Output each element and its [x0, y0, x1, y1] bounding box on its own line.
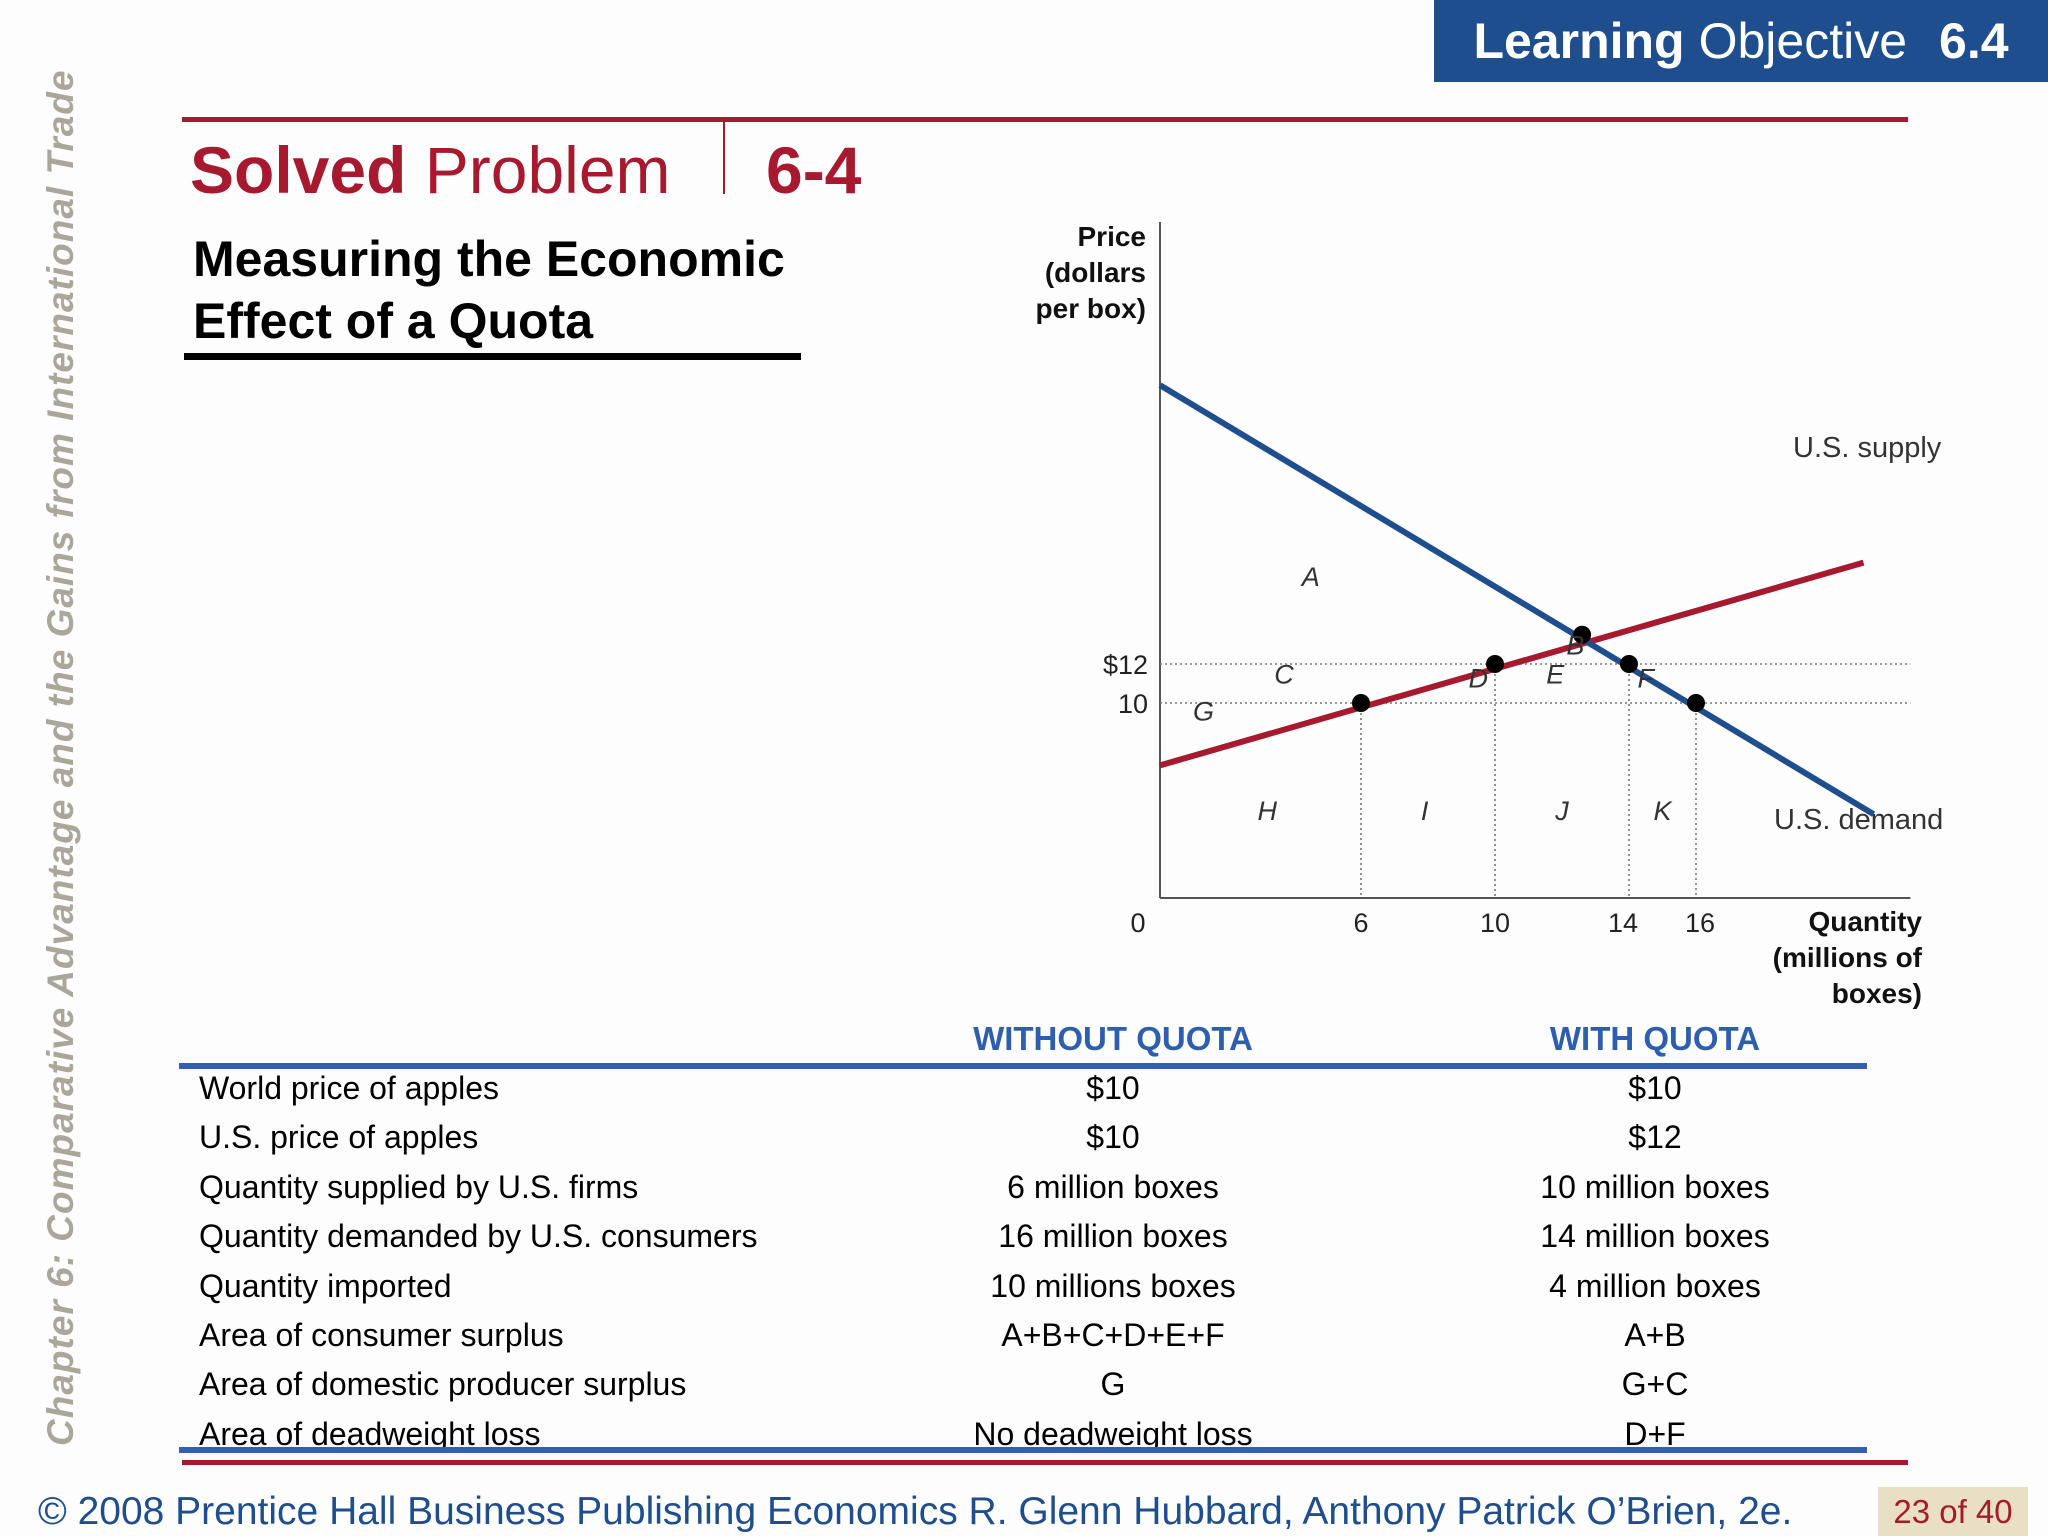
table-top-rule — [179, 1063, 1867, 1069]
table-row: World price of apples $10 $10 — [179, 1070, 1867, 1119]
y-tick-label: $12 — [1103, 650, 1148, 680]
y-axis-label: Price — [1078, 221, 1147, 252]
table-row: Quantity imported 10 millions boxes 4 mill… — [179, 1268, 1867, 1317]
table-row: Quantity demanded by U.S. consumers 16 mi… — [179, 1218, 1867, 1267]
footer-credit: © 2008 Prentice Hall Business Publishing… — [38, 1490, 1793, 1533]
row-label: World price of apples — [199, 1070, 499, 1106]
equilibrium-point — [1486, 655, 1504, 673]
row-label: Area of consumer surplus — [199, 1317, 564, 1353]
row-with-quota: 10 million boxes — [1540, 1168, 1770, 1205]
x-tick-label: 6 — [1353, 908, 1368, 938]
demand-curve — [1158, 382, 1876, 817]
table-row: Area of consumer surplus A+B+C+D+E+F A+B — [179, 1317, 1867, 1366]
area-label-j: J — [1554, 796, 1569, 826]
solved-problem-bold: Solved — [190, 133, 407, 207]
row-with-quota: $10 — [1628, 1070, 1682, 1106]
row-without-quota: 16 million boxes — [998, 1218, 1228, 1255]
row-with-quota: G+C — [1621, 1366, 1689, 1403]
origin-label: 0 — [1130, 908, 1145, 938]
table-row: U.S. price of apples $10 $12 — [179, 1119, 1867, 1168]
bottom-rule — [182, 1460, 1908, 1465]
equilibrium-point — [1352, 694, 1370, 712]
learning-objective-word1: Learning — [1473, 13, 1685, 69]
learning-objective-word2: Objective — [1698, 13, 1908, 69]
row-without-quota: $10 — [1086, 1119, 1140, 1156]
equilibrium-point — [1687, 694, 1705, 712]
learning-objective-badge: Learning Objective 6.4 — [1434, 0, 2048, 82]
page-number: 23 of 40 — [1878, 1487, 2028, 1536]
area-label-k: K — [1653, 796, 1672, 826]
area-label-f: F — [1638, 663, 1656, 693]
supply-curve — [1159, 559, 1865, 769]
row-with-quota: 14 million boxes — [1540, 1218, 1770, 1255]
row-with-quota: A+B — [1624, 1317, 1686, 1353]
row-label: Area of deadweight loss — [199, 1415, 541, 1452]
row-without-quota: A+B+C+D+E+F — [1001, 1317, 1225, 1353]
x-axis-label: (millions of — [1773, 942, 1923, 973]
area-label-i: I — [1421, 796, 1429, 826]
supply-label: U.S. supply — [1793, 432, 1942, 464]
area-label-a: A — [1300, 562, 1320, 592]
area-label-d: D — [1469, 663, 1489, 693]
area-label-c: C — [1274, 660, 1294, 690]
table-row: Quantity supplied by U.S. firms 6 million… — [179, 1169, 1867, 1218]
area-label-b: B — [1566, 630, 1584, 660]
row-without-quota: No deadweight loss — [973, 1415, 1253, 1452]
row-label: Area of domestic producer surplus — [199, 1366, 687, 1403]
table-row: Area of deadweight loss No deadweight los… — [179, 1416, 1867, 1465]
x-axis-label: boxes) — [1832, 978, 1922, 1009]
solved-problem-rest: Problem — [424, 133, 671, 207]
subtitle-rule — [184, 353, 801, 360]
row-without-quota: G — [1100, 1366, 1126, 1403]
row-with-quota: D+F — [1624, 1415, 1686, 1452]
subtitle-line2: Effect of a Quota — [193, 293, 594, 349]
subtitle-line1: Measuring the Economic — [193, 231, 785, 287]
area-label-h: H — [1257, 796, 1277, 826]
row-with-quota: 4 million boxes — [1549, 1267, 1761, 1304]
area-label-g: G — [1193, 697, 1214, 727]
top-rule — [182, 117, 1908, 122]
equilibrium-point — [1573, 625, 1592, 644]
x-tick-label: 10 — [1480, 908, 1510, 938]
area-label-e: E — [1546, 660, 1565, 690]
y-axis-label: (dollars — [1045, 257, 1146, 288]
demand-label: U.S. demand — [1774, 804, 1943, 836]
x-axis-label: Quantity — [1808, 906, 1922, 937]
table-bottom-rule — [179, 1447, 1867, 1453]
problem-subtitle: Measuring the Economic Effect of a Quota — [193, 228, 785, 352]
solved-problem-title: Solved Problem — [190, 132, 671, 208]
row-without-quota: 10 millions boxes — [990, 1267, 1236, 1304]
solved-problem-number: 6-4 — [766, 133, 862, 207]
row-label: U.S. price of apples — [199, 1119, 479, 1156]
row-without-quota: 6 million boxes — [1007, 1168, 1219, 1205]
y-tick-label: 10 — [1118, 689, 1148, 719]
row-with-quota: $12 — [1628, 1119, 1682, 1156]
table-row: Area of domestic producer surplus G G+C — [179, 1366, 1867, 1415]
learning-objective-number: 6.4 — [1939, 13, 2009, 69]
row-label: Quantity supplied by U.S. firms — [199, 1168, 639, 1205]
solved-problem-divider — [723, 122, 725, 194]
x-tick-label: 14 — [1608, 908, 1638, 938]
row-without-quota: $10 — [1086, 1070, 1140, 1106]
row-label: Quantity demanded by U.S. consumers — [199, 1218, 758, 1255]
equilibrium-point — [1620, 655, 1638, 673]
header-without-quota: WITHOUT QUOTA — [973, 1020, 1253, 1057]
y-axis-label: per box) — [1036, 293, 1146, 324]
row-label: Quantity imported — [199, 1267, 452, 1304]
header-with-quota: WITH QUOTA — [1549, 1020, 1761, 1057]
x-tick-label: 16 — [1685, 908, 1715, 938]
